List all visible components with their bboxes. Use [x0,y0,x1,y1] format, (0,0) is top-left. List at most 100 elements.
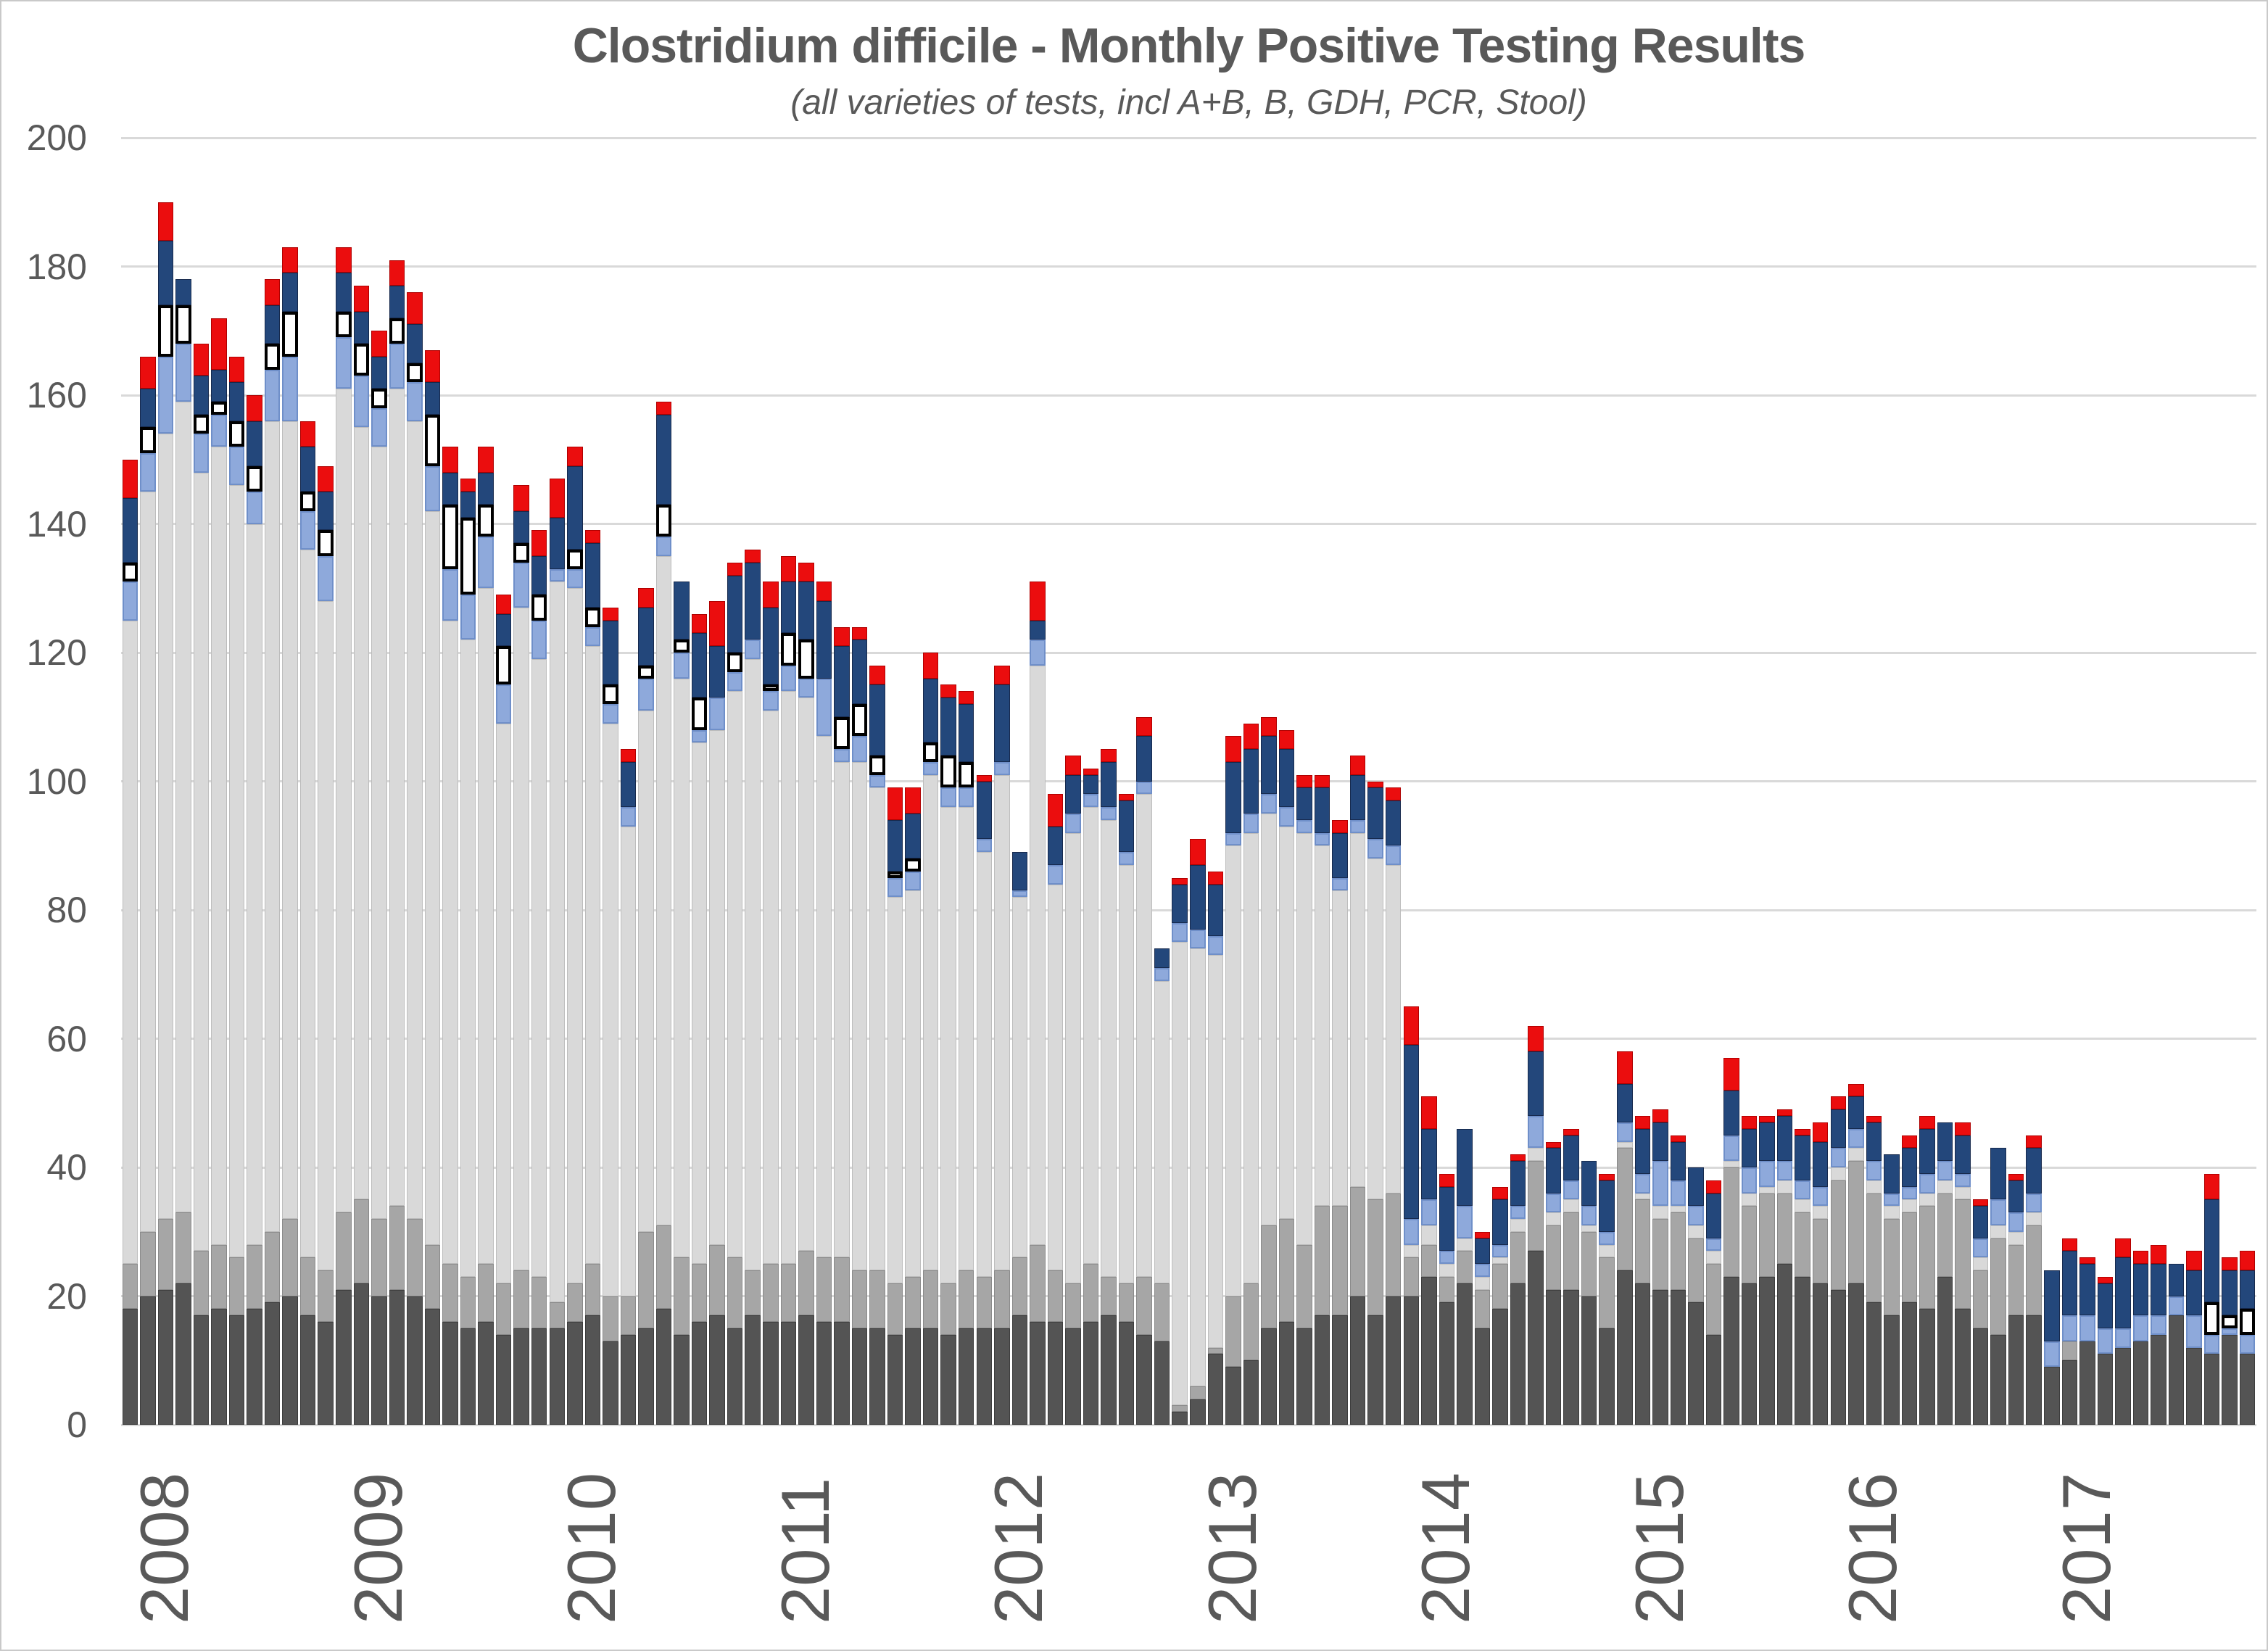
bar-2014-Jan-dark-gray [1403,1296,1420,1425]
bar-2017-May-light-blue [2115,1328,2131,1348]
bar-2013-Jan-red [1190,839,1206,865]
bar-2013-Sep-navy [1332,832,1348,878]
bar-2017-Jan-dark-gray [2044,1367,2060,1425]
bar-2014-Apr-navy [1457,1128,1473,1207]
bar-2016-May-dark-gray [1901,1302,1918,1425]
bar-2013-Aug-red [1314,774,1330,788]
bar-2009-Nov-white [513,543,529,563]
bar-2010-Sep-medium-gray [691,1264,708,1322]
bar-2010-Nov-white [727,653,743,672]
bar-2008-Mar-navy [157,241,174,305]
bar-2015-Oct-light-gray [1776,1180,1793,1193]
x-axis-year-label-2012: 2012 [980,1472,1056,1624]
bar-2014-Mar-medium-gray [1439,1276,1455,1303]
bar-2012-Feb-medium-gray [994,1270,1010,1328]
bar-2008-Feb-light-blue [140,452,156,492]
bar-2015-Feb-light-blue [1634,1173,1651,1193]
bar-2009-Jan-light-blue [336,337,352,389]
bar-2009-Feb-light-blue [353,376,370,428]
bar-2008-Nov-white [299,492,316,511]
bar-2015-Jun-navy [1705,1193,1722,1238]
bar-2009-Feb-medium-gray [353,1199,370,1283]
bar-2016-Jun-medium-gray [1919,1206,1935,1309]
bar-2008-Sep-white [264,344,281,370]
bar-2016-Jun-navy [1919,1128,1935,1174]
bar-2013-Nov-dark-gray [1367,1315,1383,1425]
bar-2009-Jan-navy [336,273,352,312]
bar-2013-Oct-light-gray [1349,832,1366,1187]
bar-2014-Jan-navy [1403,1045,1420,1219]
bar-2012-Aug-light-blue [1101,807,1117,820]
bar-2011-Jun-navy [851,640,868,704]
bar-2010-Apr-red [603,607,618,621]
bar-2016-Jul-dark-gray [1937,1276,1953,1425]
bar-2008-Dec-navy [318,492,334,531]
bar-2009-Jun-navy [424,382,441,415]
bar-2009-Jul-navy [442,472,458,505]
bar-2011-May-white [834,716,850,750]
bar-2010-Mar-white [584,607,601,627]
bar-2016-Apr-medium-gray [1884,1219,1900,1316]
gridline-140 [121,523,2256,525]
bar-2013-Oct-navy [1349,774,1366,820]
bar-2017-Jul-navy [2151,1264,2166,1316]
bar-2014-Oct-medium-gray [1563,1212,1579,1290]
bar-2008-Jan-red [122,459,138,498]
bar-2009-Jul-medium-gray [442,1264,458,1322]
bar-2014-Dec-navy [1599,1180,1615,1232]
bar-2016-Aug-medium-gray [1955,1199,1971,1309]
bar-2009-Mar-red [371,331,387,357]
bar-2008-Feb-red [140,356,156,389]
bar-2009-Sep-white [478,504,494,537]
bar-2011-Jan-light-gray [763,710,779,1265]
bar-2014-Feb-dark-gray [1421,1276,1437,1425]
bar-2014-Mar-light-blue [1439,1251,1455,1265]
bar-2009-May-navy [407,324,423,363]
bar-2009-Oct-navy [495,613,512,647]
bar-2009-Nov-medium-gray [513,1270,529,1328]
bar-2010-Apr-light-blue [603,704,618,724]
bar-2010-Aug-dark-gray [674,1334,690,1425]
bar-2012-Aug-light-gray [1101,819,1117,1277]
bar-2008-Jun-medium-gray [211,1244,227,1309]
bar-2014-Apr-dark-gray [1457,1283,1473,1425]
bar-2013-Dec-light-gray [1385,864,1402,1193]
bar-2010-Jan-light-gray [549,582,566,1303]
bar-2012-Feb-light-blue [994,761,1010,775]
bar-2015-Feb-red [1634,1116,1651,1129]
bar-2010-May-light-gray [620,826,637,1296]
bar-2009-Nov-navy [513,510,529,544]
bar-2015-Sep-light-blue [1759,1161,1775,1187]
bar-2009-Dec-red [531,530,547,556]
bar-2011-Mar-white [798,640,814,679]
bar-2009-Sep-medium-gray [478,1264,494,1322]
bar-2010-Nov-navy [727,575,743,653]
bar-2010-Jan-dark-gray [549,1328,566,1425]
bar-2011-Nov-white [940,756,956,788]
bar-2011-Jun-light-blue [851,736,868,762]
bar-2008-Jun-navy [211,369,227,402]
bar-2015-Apr-navy [1670,1141,1686,1180]
bar-2008-Jun-dark-gray [211,1309,227,1425]
bar-2014-Jan-light-blue [1403,1219,1420,1245]
bar-2010-Jan-light-blue [549,568,566,582]
bar-2014-Sep-light-gray [1545,1212,1562,1225]
bar-2008-Nov-light-blue [299,510,316,550]
bar-2009-Aug-light-gray [460,640,476,1277]
gridline-0 [121,1423,2256,1426]
bar-2014-Feb-light-blue [1421,1199,1437,1225]
bar-2011-Jun-medium-gray [851,1270,868,1328]
bar-2012-Sep-red [1118,794,1135,801]
bar-2010-Mar-light-gray [584,646,601,1265]
bar-2011-Oct-dark-gray [922,1328,939,1425]
bar-2015-Aug-red [1741,1116,1758,1129]
bar-2016-Mar-medium-gray [1866,1193,1882,1303]
bar-2011-Dec-navy [958,704,974,762]
bar-2008-Sep-red [264,279,281,305]
bar-2009-May-medium-gray [407,1219,423,1296]
bar-2010-Feb-white [567,550,583,569]
bar-2010-Jul-dark-gray [655,1309,672,1425]
bar-2012-Aug-red [1101,749,1117,762]
bar-2008-Feb-white [140,427,156,453]
bar-2013-Dec-medium-gray [1385,1193,1402,1296]
